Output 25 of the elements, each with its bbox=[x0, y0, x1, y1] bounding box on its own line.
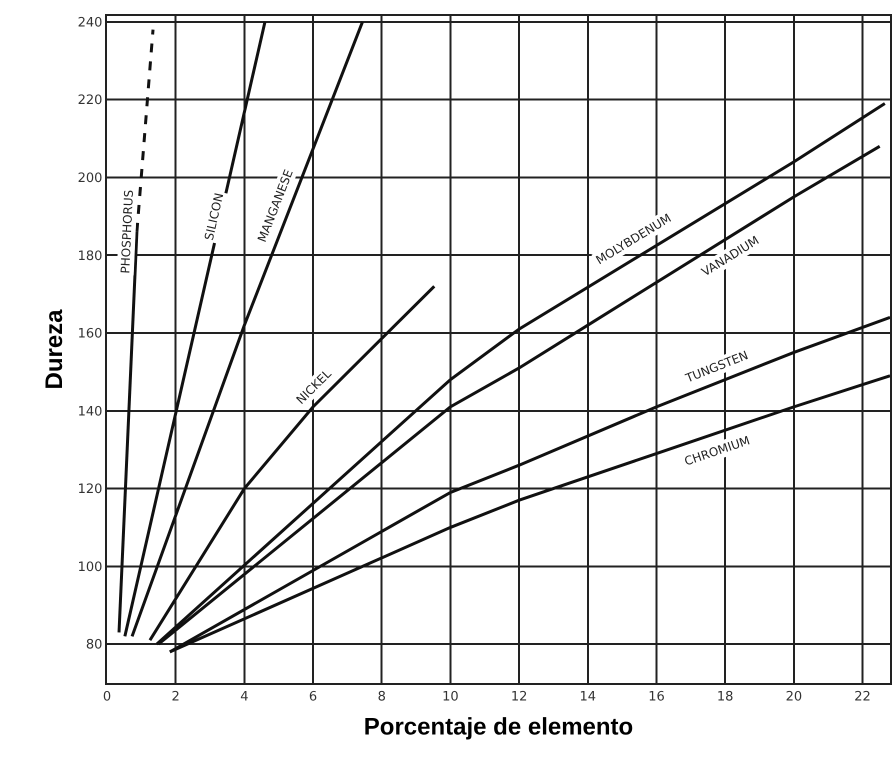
y-tick-label: 180 bbox=[78, 248, 102, 264]
x-tick-label: 14 bbox=[580, 690, 596, 705]
y-tick-label: 160 bbox=[78, 326, 102, 342]
x-tick-label: 8 bbox=[378, 690, 386, 705]
x-axis-title: Porcentaje de elemento bbox=[364, 713, 634, 740]
x-tick-label: 12 bbox=[510, 690, 528, 705]
text: SILICON bbox=[202, 192, 226, 242]
y-tick-label: 100 bbox=[78, 560, 102, 575]
y-tick-label: 80 bbox=[86, 638, 102, 653]
x-tick-label: 18 bbox=[716, 690, 734, 705]
x-tick-label: 0 bbox=[102, 690, 112, 705]
x-tick-label: 10 bbox=[442, 690, 459, 705]
y-tick-label: 120 bbox=[78, 482, 102, 498]
text: PHOSPHORUS bbox=[118, 190, 136, 274]
x-tick-label: 20 bbox=[786, 690, 802, 705]
x-tick-label: 22 bbox=[854, 690, 871, 705]
y-tick-label: 140 bbox=[78, 404, 102, 420]
y-axis-title: Dureza bbox=[41, 308, 68, 390]
x-tick-label: 6 bbox=[308, 690, 318, 705]
y-tick-label: 240 bbox=[78, 15, 102, 30]
x-tick-label: 4 bbox=[240, 690, 249, 705]
y-tick-label: 200 bbox=[78, 170, 102, 186]
x-tick-label: 2 bbox=[172, 690, 180, 705]
x-tick-label: 16 bbox=[648, 690, 665, 705]
y-tick-label: 220 bbox=[78, 93, 102, 108]
